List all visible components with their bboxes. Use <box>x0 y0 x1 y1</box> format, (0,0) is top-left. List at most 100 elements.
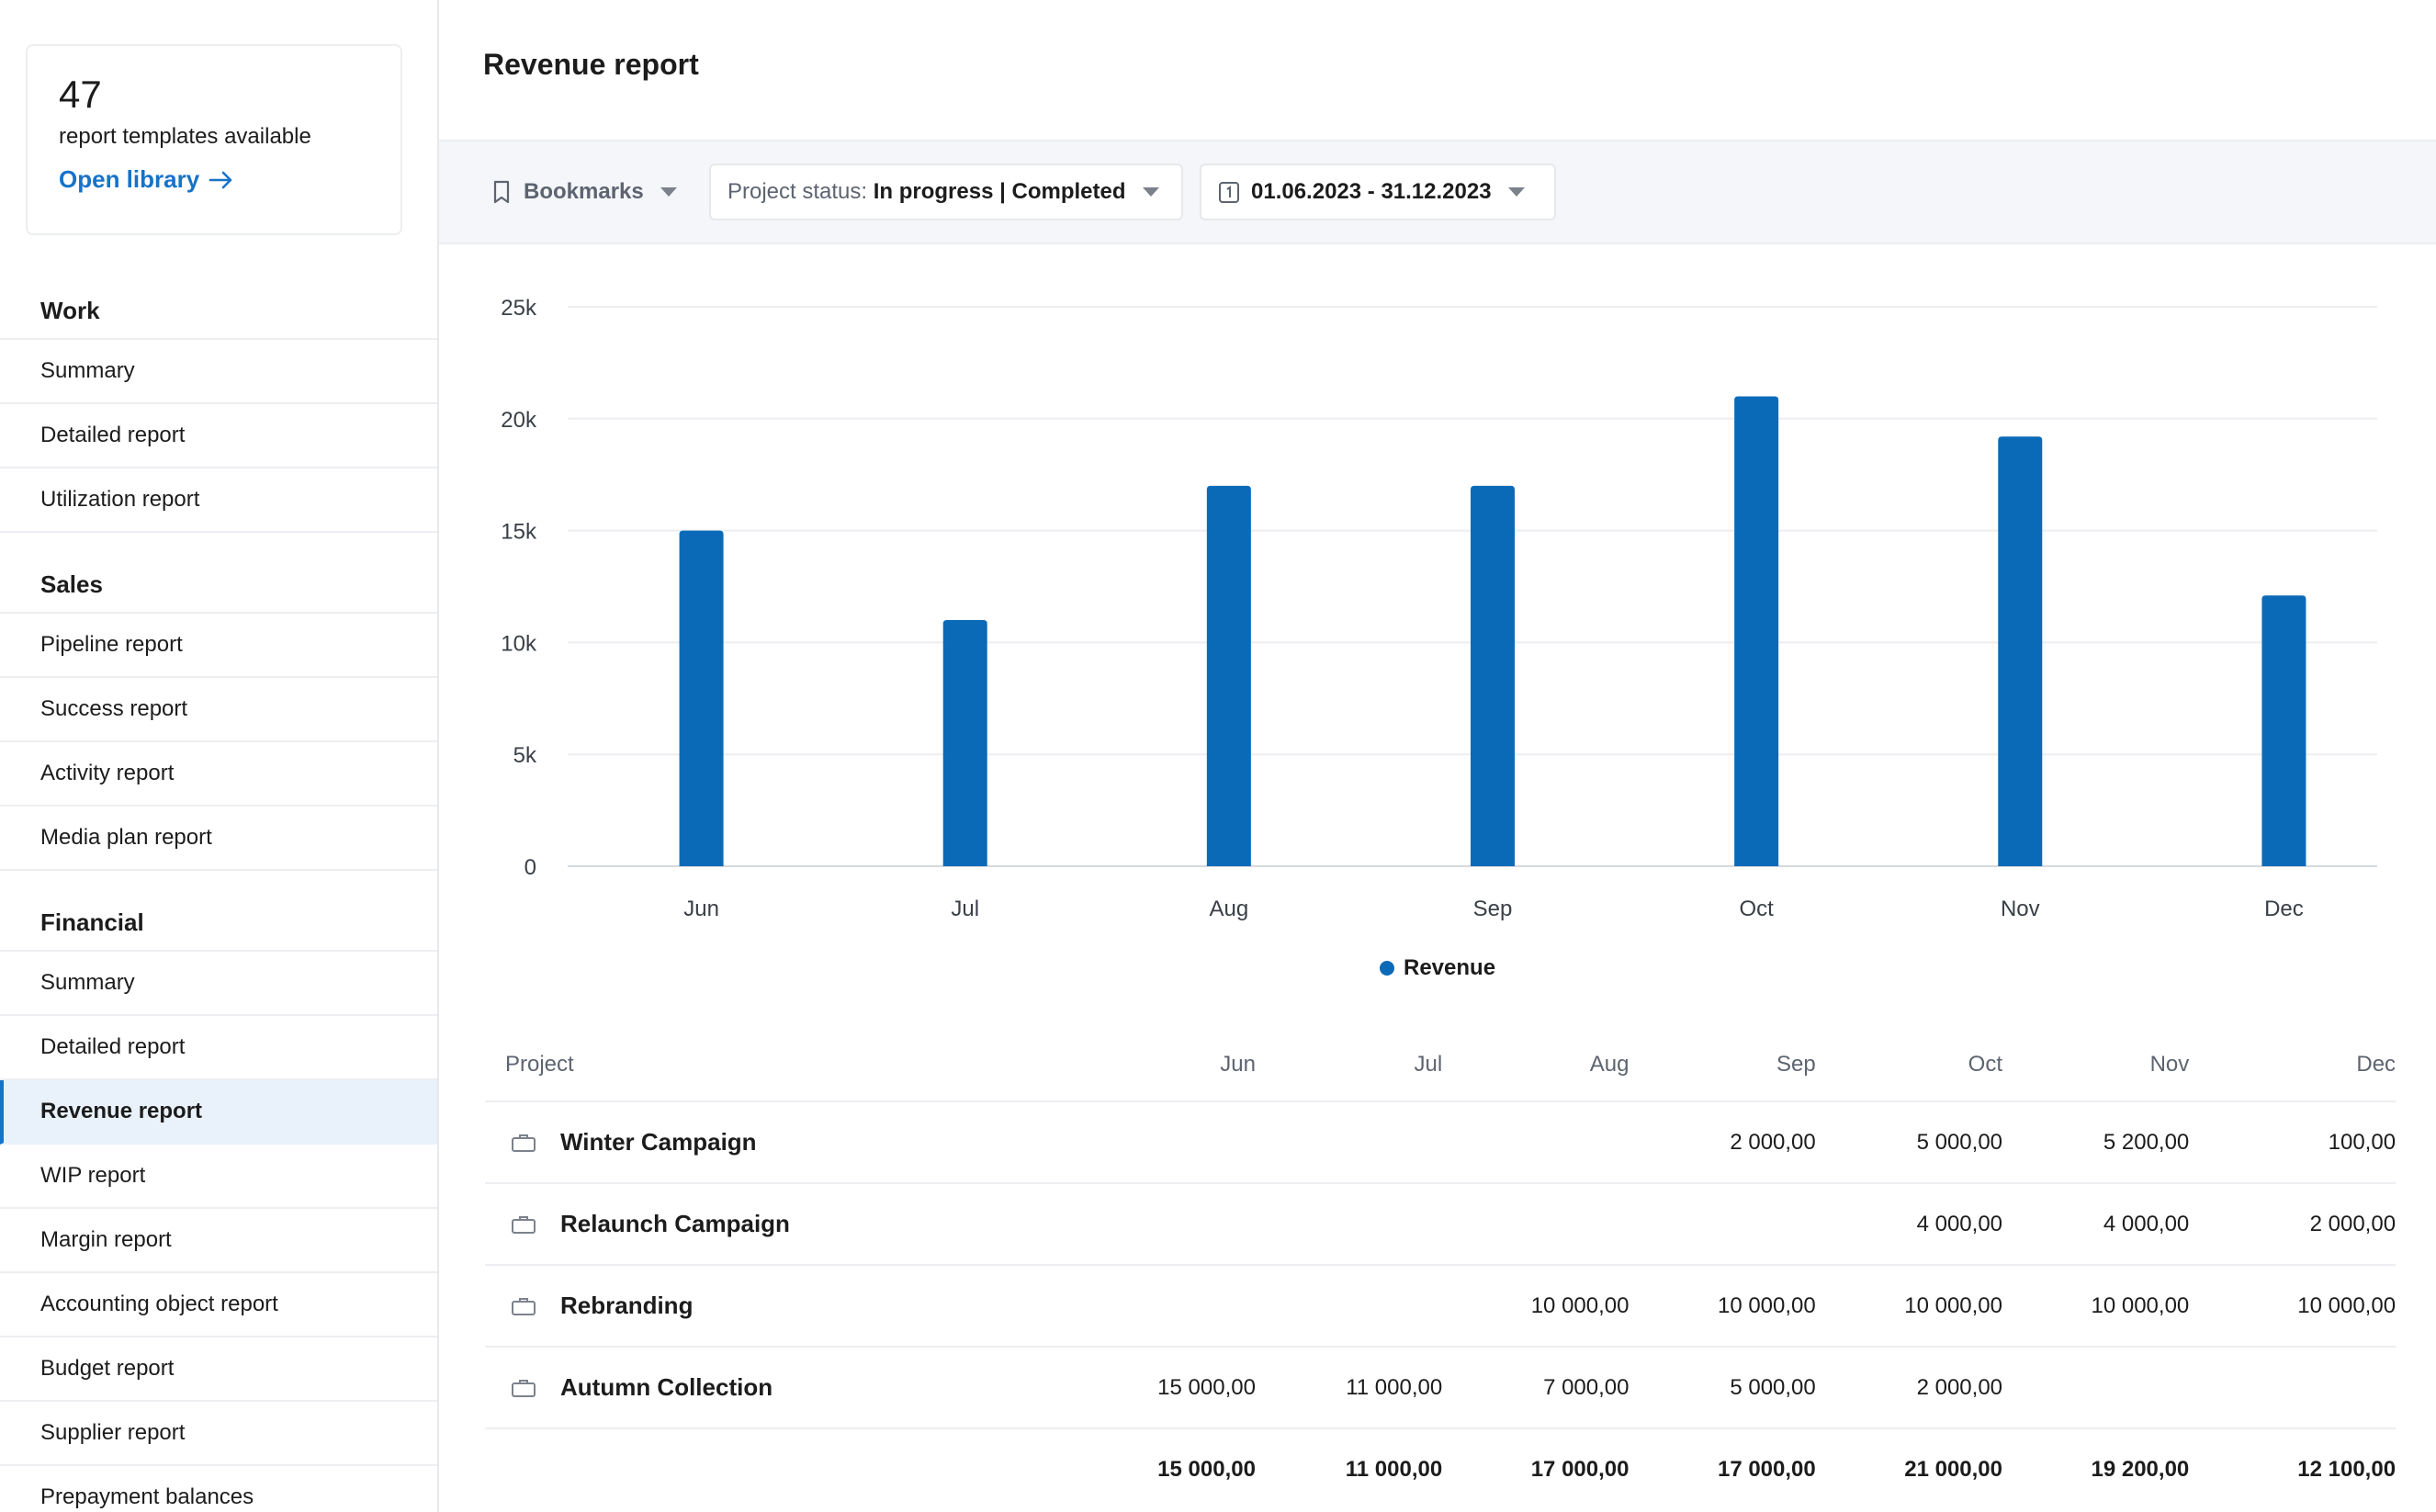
value-cell: 2 000,00 <box>1730 1129 1816 1155</box>
date-range-filter[interactable]: 01.06.2023 - 31.12.2023 <box>1200 164 1556 220</box>
briefcase-icon <box>512 1215 536 1234</box>
sidebar-item-prepayment-balances[interactable]: Prepayment balances <box>0 1466 437 1512</box>
briefcase-icon <box>512 1379 536 1397</box>
briefcase-icon <box>512 1297 536 1315</box>
sidebar-item-work-summary[interactable]: Summary <box>0 340 437 404</box>
total-cell: 17 000,00 <box>1530 1457 1630 1482</box>
column-header: Dec <box>2356 1052 2397 1077</box>
template-count: 47 <box>59 73 102 116</box>
open-library-label: Open library <box>59 165 200 193</box>
value-cell: 10 000,00 <box>2297 1292 2397 1318</box>
sidebar-item-success-report[interactable]: Success report <box>0 678 437 742</box>
x-tick-label: Jul <box>951 897 979 921</box>
sidebar-item-revenue-report[interactable]: Revenue report <box>0 1080 437 1145</box>
y-tick-label: 10k <box>501 631 537 656</box>
chevron-down-icon <box>660 187 677 197</box>
x-axis-ticks: Jun Jul Aug Sep Oct Nov Dec <box>683 897 2304 921</box>
table-body: Winter Campaign 2 000,00 5 000,00 5 200,00 1… <box>485 1102 2396 1429</box>
column-header: Jul <box>1414 1052 1443 1077</box>
value-cell: 10 000,00 <box>1530 1292 1630 1318</box>
y-tick-label: 0 <box>524 855 536 880</box>
value-cell: 2 000,00 <box>1916 1374 2003 1400</box>
sidebar-item-supplier-report[interactable]: Supplier report <box>0 1402 437 1466</box>
total-cell: 19 200,00 <box>2091 1457 2190 1482</box>
chevron-down-icon <box>1142 187 1159 197</box>
table-row[interactable]: Rebranding 10 000,00 10 000,00 10 000,00 10 … <box>485 1266 2396 1348</box>
table-row[interactable]: Relaunch Campaign 4 000,00 4 000,00 2 000,0… <box>485 1184 2396 1266</box>
y-tick-label: 25k <box>501 296 537 321</box>
x-tick-label: Jun <box>683 897 719 921</box>
project-name[interactable]: Winter Campaign <box>560 1128 757 1156</box>
bar-oct[interactable] <box>1734 396 1779 866</box>
table-row[interactable]: Winter Campaign 2 000,00 5 000,00 5 200,00 1… <box>485 1102 2396 1184</box>
table-header-row: Project Jun Jul Aug Sep Oct Nov Dec <box>485 1029 2396 1102</box>
project-name[interactable]: Relaunch Campaign <box>560 1210 790 1237</box>
bookmarks-label: Bookmarks <box>524 179 644 204</box>
nav-heading: Financial <box>0 887 437 952</box>
value-cell: 5 000,00 <box>1730 1374 1816 1400</box>
x-tick-label: Sep <box>1473 897 1513 921</box>
project-status-value: In progress | Completed <box>873 179 1126 204</box>
chart-gridlines <box>568 306 2377 867</box>
sidebar-item-financial-detailed-report[interactable]: Detailed report <box>0 1016 437 1080</box>
project-status-label: Project status: <box>727 179 868 204</box>
sidebar-item-work-detailed-report[interactable]: Detailed report <box>0 404 437 468</box>
sidebar-item-margin-report[interactable]: Margin report <box>0 1209 437 1273</box>
y-tick-label: 15k <box>501 520 537 545</box>
sidebar-item-financial-summary[interactable]: Summary <box>0 952 437 1016</box>
total-cell: 12 100,00 <box>2297 1457 2397 1482</box>
sidebar-item-activity-report[interactable]: Activity report <box>0 742 437 807</box>
x-tick-label: Oct <box>1739 897 1774 921</box>
column-header: Sep <box>1776 1052 1816 1077</box>
project-name[interactable]: Rebranding <box>560 1292 694 1319</box>
bar-dec[interactable] <box>2261 595 2306 866</box>
nav-section-work: Work Summary Detailed report Utilization… <box>0 276 437 533</box>
open-library-link[interactable]: Open library <box>59 165 369 194</box>
column-header: Oct <box>1968 1052 2003 1077</box>
value-cell: 100,00 <box>2328 1129 2397 1155</box>
total-cell: 11 000,00 <box>1345 1457 1443 1482</box>
column-header: Aug <box>1589 1052 1630 1077</box>
project-cell: Rebranding <box>485 1292 1069 1320</box>
nav-section-financial: Financial Summary Detailed report Revenu… <box>0 887 437 1512</box>
project-status-filter[interactable]: Project status: In progress | Completed <box>709 164 1183 220</box>
total-cell: 21 000,00 <box>1904 1457 2003 1482</box>
nav-section-sales: Sales Pipeline report Success report Act… <box>0 549 437 871</box>
calendar-icon <box>1219 182 1239 203</box>
project-cell: Relaunch Campaign <box>485 1210 1069 1238</box>
sidebar-item-accounting-object-report[interactable]: Accounting object report <box>0 1273 437 1337</box>
bar-sep[interactable] <box>1471 485 1515 866</box>
value-cell: 5 200,00 <box>2103 1129 2190 1155</box>
sidebar-item-utilization-report[interactable]: Utilization report <box>0 468 437 533</box>
template-count-label: report templates available <box>59 124 311 149</box>
bar-jun[interactable] <box>679 530 724 866</box>
project-name[interactable]: Autumn Collection <box>560 1373 773 1401</box>
value-cell: 10 000,00 <box>2091 1292 2190 1318</box>
sidebar-item-wip-report[interactable]: WIP report <box>0 1145 437 1209</box>
bar-nov[interactable] <box>1998 436 2043 866</box>
value-cell: 4 000,00 <box>2103 1211 2190 1236</box>
sidebar-item-budget-report[interactable]: Budget report <box>0 1337 437 1402</box>
table-row[interactable]: Autumn Collection 15 000,00 11 000,00 7 000… <box>485 1348 2396 1429</box>
x-tick-label: Aug <box>1210 897 1249 921</box>
sidebar: 47 report templates available Open libra… <box>0 0 439 1512</box>
arrow-right-icon <box>209 171 232 188</box>
page-title: Revenue report <box>483 48 699 81</box>
nav-heading: Sales <box>0 549 437 614</box>
total-cell: 15 000,00 <box>1157 1457 1256 1482</box>
bar-aug[interactable] <box>1206 485 1251 866</box>
value-cell: 2 000,00 <box>2309 1211 2397 1236</box>
revenue-table: Project Jun Jul Aug Sep Oct Nov Dec Wint… <box>485 1029 2396 1510</box>
value-cell: 5 000,00 <box>1916 1129 2003 1155</box>
value-cell: 7 000,00 <box>1543 1374 1630 1400</box>
column-header: Jun <box>1220 1052 1256 1077</box>
y-tick-label: 20k <box>501 408 537 433</box>
bar-jul[interactable] <box>942 620 987 866</box>
sidebar-item-pipeline-report[interactable]: Pipeline report <box>0 614 437 678</box>
chart-bars <box>679 396 2306 866</box>
date-range-value: 01.06.2023 - 31.12.2023 <box>1251 179 1492 204</box>
bookmarks-dropdown[interactable]: Bookmarks <box>492 164 677 220</box>
project-cell: Winter Campaign <box>485 1128 1069 1157</box>
nav-heading: Work <box>0 276 437 340</box>
sidebar-item-media-plan-report[interactable]: Media plan report <box>0 807 437 871</box>
